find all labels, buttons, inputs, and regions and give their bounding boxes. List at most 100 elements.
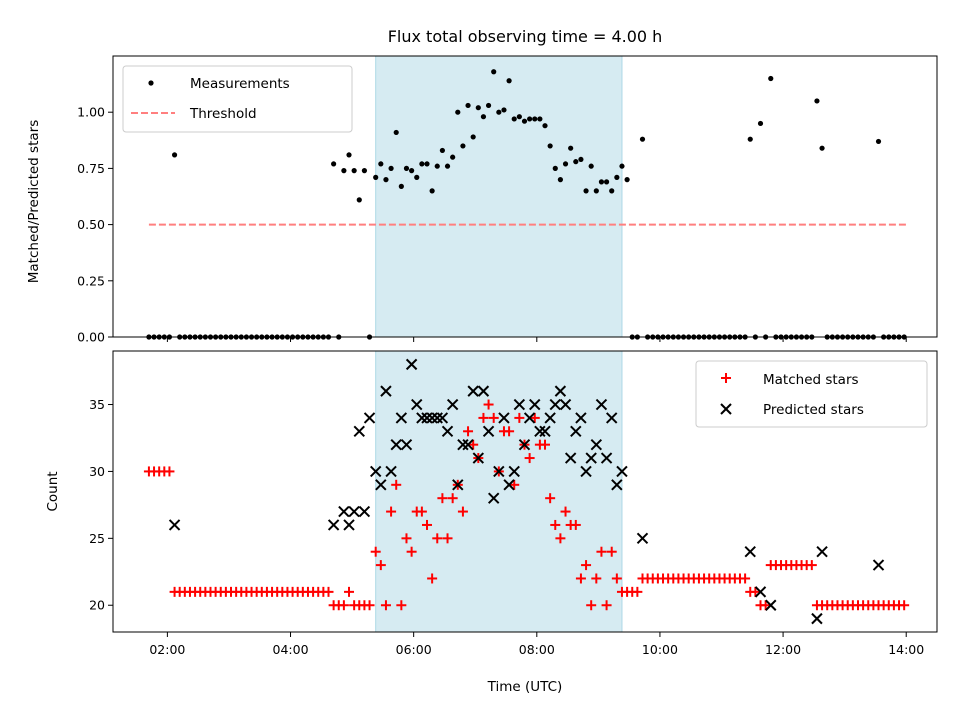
- top-y-tick-label: 0.00: [77, 330, 105, 345]
- predicted-star-point: [436, 412, 449, 424]
- measurement-point: [757, 120, 764, 127]
- measurement-point: [496, 109, 502, 115]
- measurement-point: [814, 98, 820, 104]
- matched-star-point: [570, 519, 581, 530]
- matched-star-point: [575, 573, 586, 584]
- predicted-star-point: [754, 586, 767, 598]
- matched-star-point: [806, 560, 817, 571]
- measurement-point: [331, 161, 337, 167]
- top-legend-box: [122, 65, 353, 133]
- predicted-star-point: [606, 412, 618, 424]
- predicted-star-point: [327, 519, 340, 531]
- predicted-star-point: [616, 465, 628, 478]
- predicted-star-point: [400, 438, 413, 451]
- measurement-point: [450, 154, 456, 160]
- x-tick-label: 02:00: [149, 642, 185, 657]
- predicted-star-point: [611, 479, 623, 491]
- measurement-point: [388, 165, 394, 171]
- predicted-star-point: [452, 479, 464, 491]
- matched-star-point: [550, 519, 561, 530]
- predicted-star-point: [395, 412, 408, 424]
- matched-star-point: [632, 586, 643, 597]
- measurement-point: [542, 123, 548, 129]
- matched-star-point: [611, 573, 622, 584]
- x-tick-label: 06:00: [396, 642, 432, 657]
- matched-star-point: [442, 533, 453, 544]
- bottom-panel: 20 25 30 35 02:00 04:00 06:00 08:00 10:00 12:00 1…: [45, 350, 938, 695]
- predicted-star-point: [467, 385, 479, 397]
- measurement-point: [593, 188, 599, 194]
- matched-star-point: [396, 600, 407, 611]
- matched-star-point: [323, 586, 334, 597]
- measurement-point: [383, 177, 389, 183]
- matched-star-point: [338, 600, 349, 611]
- measurement-point: [588, 163, 594, 169]
- bottom-y-tick-label: 35: [89, 397, 105, 412]
- bottom-y-tick-label: 25: [89, 531, 105, 546]
- predicted-star-point: [472, 452, 485, 464]
- measurement-point: [609, 188, 615, 194]
- predicted-star-point: [503, 479, 515, 491]
- matched-star-point: [509, 479, 520, 490]
- measurement-point: [532, 116, 538, 122]
- predicted-star-point: [539, 425, 551, 437]
- measurement-point: [373, 174, 379, 180]
- measurement-point: [603, 179, 610, 185]
- predicted-star-point: [811, 612, 823, 625]
- predicted-star-point: [411, 398, 423, 411]
- matched-star-point: [488, 412, 499, 423]
- predicted-star-point: [595, 398, 608, 411]
- matched-star-point: [463, 426, 474, 437]
- legend-predicted-label: Predicted stars: [763, 402, 864, 418]
- measurement-point: [747, 136, 753, 142]
- predicted-star-point: [416, 412, 428, 424]
- matched-star-point: [416, 506, 427, 517]
- measurement-point: [414, 174, 420, 180]
- measurement-point: [547, 143, 553, 149]
- predicted-star-point: [508, 465, 520, 478]
- matched-star-point: [504, 426, 515, 437]
- predicted-star-point: [498, 412, 510, 424]
- predicted-star-point: [549, 398, 561, 411]
- measurement-point: [409, 168, 415, 174]
- matched-star-point: [422, 519, 433, 530]
- matched-star-point: [457, 506, 468, 517]
- bottom-y-axis-label: Count: [45, 471, 61, 511]
- matched-star-point: [370, 546, 381, 557]
- matched-star-point: [391, 479, 402, 490]
- measurement-point: [361, 168, 368, 174]
- top-axes-frame: [112, 55, 938, 338]
- matched-star-point: [560, 506, 571, 517]
- measurement-point: [439, 147, 445, 154]
- predicted-star-point: [343, 519, 355, 531]
- predicted-star-point: [348, 505, 360, 518]
- measurement-point: [768, 75, 774, 82]
- predicted-star-point: [477, 385, 490, 397]
- matched-star-point: [591, 573, 602, 584]
- matched-star-point: [364, 600, 375, 611]
- predicted-star-point: [585, 452, 597, 464]
- measurement-point: [398, 183, 404, 189]
- measurement-point: [506, 78, 512, 84]
- matched-star-point: [375, 560, 386, 571]
- predicted-star-point: [446, 398, 459, 411]
- measurement-point: [460, 143, 466, 149]
- measurement-point: [171, 152, 178, 158]
- measurement-point: [470, 134, 476, 140]
- measurement-point: [521, 118, 528, 124]
- measurement-point: [434, 163, 440, 169]
- predicted-star-point: [431, 412, 443, 424]
- matched-star-point: [427, 573, 438, 584]
- measurement-point: [875, 138, 882, 145]
- predicted-star-point: [421, 412, 433, 424]
- measurement-point: [480, 114, 487, 120]
- top-legend: Measurements Threshold: [122, 65, 353, 133]
- top-y-tick-label: 0.50: [77, 217, 105, 232]
- measurement-point: [598, 179, 605, 185]
- matched-star-point: [540, 439, 551, 450]
- top-y-tick-label: 0.75: [77, 161, 105, 176]
- predicted-star-point: [338, 505, 350, 518]
- predicted-star-point: [765, 599, 777, 611]
- predicted-star-point: [363, 412, 376, 424]
- predicted-star-point: [513, 398, 526, 411]
